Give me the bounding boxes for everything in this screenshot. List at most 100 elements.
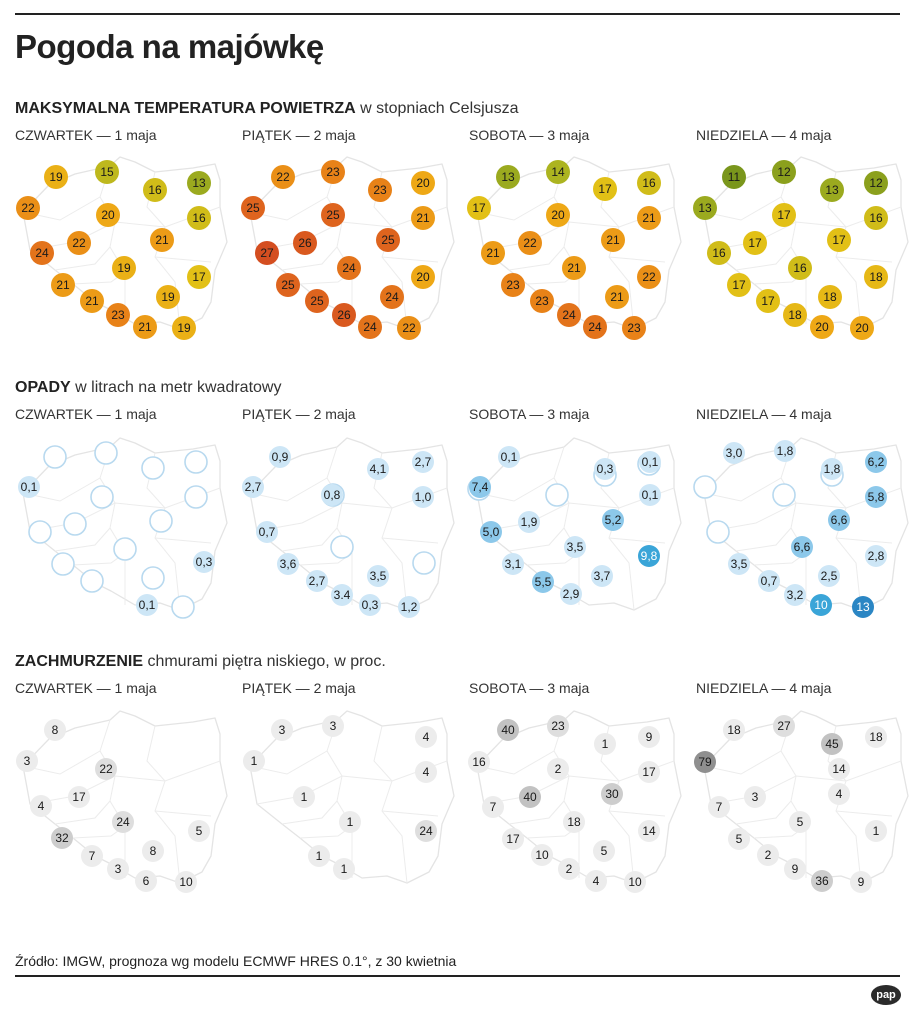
temp-marker [496,165,520,189]
cloud-marker [563,811,585,833]
temp-value: 16 [712,246,726,260]
temp-marker [143,178,167,202]
rain-ring [330,535,354,559]
rain-ring [43,445,67,469]
cloud-title-bold: ZACHMURZENIE [15,653,143,670]
temp-marker [481,241,505,265]
rain-marker [469,476,491,498]
cloud-marker [308,845,330,867]
temp-value: 21 [486,246,500,260]
cloud-value: 3 [752,790,759,804]
cloud-marker [415,820,437,842]
day-label-cloud-thu: CZWARTEK — 1 maja [15,680,157,696]
day-label-cloud-sat: SOBOTA — 3 maja [469,680,590,696]
temp-value: 25 [326,208,340,222]
map-region-border [508,246,565,271]
cloud-marker [482,796,504,818]
map-outline [703,156,909,330]
rain-marker [638,545,660,567]
cloud-marker [547,715,569,737]
temp-value: 21 [85,294,99,308]
cloud-marker [322,715,344,737]
rain-ring [141,566,165,590]
temp-value: 24 [363,320,377,334]
rain-value: 3,5 [731,557,748,571]
cloud-value: 30 [605,787,619,801]
cloud-value: 24 [419,824,433,838]
cloud-marker [243,750,265,772]
cloud-marker [271,719,293,741]
temp-value: 22 [642,270,656,284]
cloud-marker [585,870,607,892]
rain-marker [758,570,780,592]
map-region-border [22,750,101,775]
rain-marker [18,476,40,498]
temp-marker [707,241,731,265]
temp-value: 11 [728,170,741,184]
temp-marker [850,316,874,340]
rain-marker [865,545,887,567]
day-label-cloud-fri: PIĄTEK — 2 maja [242,680,356,696]
rain-ring [113,537,137,561]
map-region-border [54,527,111,552]
rain-marker [331,584,353,606]
temp-value: 20 [815,320,829,334]
temp-marker [276,273,300,297]
cloud-marker [107,858,129,880]
temp-value: 21 [416,211,430,225]
temp-value: 27 [260,246,274,260]
temp-value: 24 [385,290,399,304]
temp-marker [321,203,345,227]
cloud-value: 3 [279,723,286,737]
temp-marker [332,303,356,327]
day-label-rain-sun: NIEDZIELA — 4 maja [696,406,832,422]
rain-value: 4,1 [370,462,387,476]
cloud-marker [531,844,553,866]
rain-marker [518,511,540,533]
rain-marker [412,451,434,473]
temp-marker [772,160,796,184]
top-rule [15,13,900,15]
temp-marker [376,228,400,252]
temp-marker [187,265,211,289]
temp-marker [637,171,661,195]
map-cloud-thu: 8 3 22 4 17 24 5 32 7 8 3 6 10 [16,710,228,893]
rain-ring [412,551,436,575]
day-label-temp-fri: PIĄTEK — 2 maja [242,127,356,143]
temp-value: 23 [535,294,549,308]
temp-value: 17 [748,236,762,250]
temp-marker [241,196,265,220]
temp-marker [601,228,625,252]
temp-marker [187,206,211,230]
rain-value: 5,0 [483,525,500,539]
temp-value: 18 [788,308,802,322]
map-region-border [780,446,807,605]
cloud-value: 9 [858,875,865,889]
precipitation-title-unit: w litrach na metr kwadratowy [75,379,282,396]
temp-marker [783,303,807,327]
rain-ring [545,483,569,507]
temp-value: 19 [161,290,175,304]
cloud-value: 40 [523,790,537,804]
cloud-marker [828,783,850,805]
map-region-border [281,527,338,552]
temp-marker [106,303,130,327]
temp-value: 22 [72,236,86,250]
temp-marker [557,303,581,327]
temp-value: 22 [402,321,416,335]
day-label-cloud-sun: NIEDZIELA — 4 maja [696,680,832,696]
temp-value: 23 [627,321,641,335]
rain-marker [774,440,796,462]
map-region-border [154,810,212,817]
temp-marker [96,203,120,227]
rain-marker [269,446,291,468]
temp-value: 17 [732,278,746,292]
cloud-marker [865,726,887,748]
rain-value: 7,4 [472,480,489,494]
temp-marker [693,196,717,220]
page-title: Pogoda na majówkę [15,28,324,65]
rain-value: 6,6 [831,513,848,527]
temp-marker [546,160,570,184]
temp-value: 16 [793,261,807,275]
